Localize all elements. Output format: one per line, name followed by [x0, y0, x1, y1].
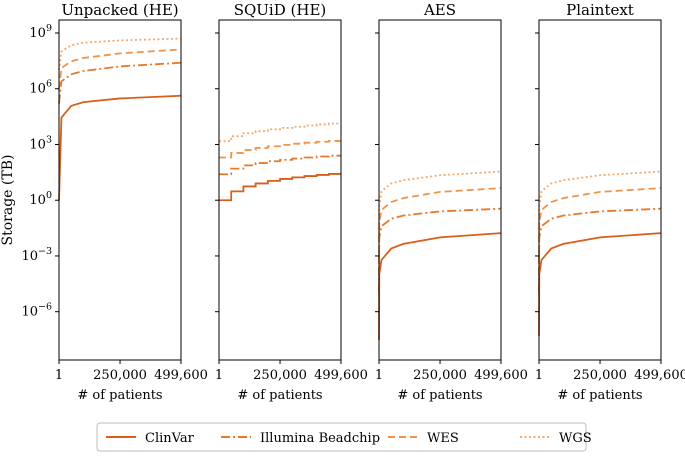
y-tick-label: 106: [29, 79, 52, 97]
series-line-illumina-beadchip: [538, 207, 662, 294]
x-axis-label: # of patients: [237, 388, 322, 403]
panel-frame: [58, 19, 182, 361]
panel-1: Unpacked (HE) 109 106 103 100 10−3 10−6 1 250,00…: [21, 1, 207, 403]
x-tick-label: 1: [215, 368, 223, 383]
series-line-wes: [378, 187, 502, 275]
series-line-illumina-beadchip: [378, 207, 502, 294]
panel-4: Plaintext 1 250,000 499,600 # of patients: [535, 1, 685, 403]
x-axis-label: # of patients: [557, 388, 642, 403]
series-line-clinvar: [58, 94, 182, 201]
series-line-wgs: [538, 170, 662, 256]
series-line-wgs: [58, 37, 182, 71]
series-line-wes: [219, 140, 341, 159]
panel-title: AES: [423, 1, 456, 19]
panel-title: Plaintext: [566, 1, 634, 19]
legend-label: ClinVar: [145, 431, 195, 446]
panel-title: Unpacked (HE): [61, 1, 178, 19]
series-line-illumina-beadchip: [58, 61, 182, 104]
legend-item: Illumina Beadchip: [221, 431, 380, 446]
x-tick-label: 499,600: [474, 368, 528, 383]
x-tick-label: 1: [55, 368, 63, 383]
chart-panels: Unpacked (HE) 109 106 103 100 10−3 10−6 1 250,00…: [21, 1, 685, 403]
legend-item: WGS: [520, 431, 592, 446]
series-line-illumina-beadchip: [219, 154, 341, 176]
series-line-clinvar: [378, 232, 502, 340]
x-tick-label: 499,600: [634, 368, 685, 383]
series-line-clinvar: [538, 232, 662, 336]
y-tick-label: 103: [29, 134, 52, 152]
y-tick-label: 109: [29, 23, 52, 41]
y-tick-label: 10−3: [21, 246, 52, 264]
x-tick-label: 250,000: [93, 368, 147, 383]
x-tick-label: 1: [375, 368, 383, 383]
panel-3: AES 1 250,000 499,600 # of patients: [375, 1, 528, 403]
legend-item: ClinVar: [106, 431, 195, 446]
series-line-wes: [58, 48, 182, 89]
series-line-wes: [538, 187, 662, 275]
legend-item: WES: [388, 431, 459, 446]
legend-label: WGS: [559, 431, 592, 446]
panel-2: SQUiD (HE) 1 250,000 499,600 # of patients: [215, 1, 368, 403]
x-tick-label: 250,000: [413, 368, 467, 383]
legend-label: WES: [427, 431, 459, 446]
panel-frame: [218, 19, 342, 361]
x-tick-label: 1: [535, 368, 543, 383]
y-axis-label: Storage (TB): [0, 155, 16, 246]
x-axis-label: # of patients: [77, 388, 162, 403]
x-tick-label: 250,000: [253, 368, 307, 383]
x-axis-label: # of patients: [397, 388, 482, 403]
x-tick-label: 250,000: [573, 368, 627, 383]
y-tick-label: 100: [29, 190, 52, 208]
legend-label: Illumina Beadchip: [260, 431, 380, 446]
x-tick-label: 499,600: [314, 368, 368, 383]
series-line-clinvar: [219, 173, 341, 202]
y-tick-label: 10−6: [21, 302, 52, 320]
series-line-wgs: [219, 122, 341, 143]
series-line-wgs: [378, 170, 502, 256]
x-tick-label: 499,600: [154, 368, 208, 383]
legend-box: [96, 422, 587, 452]
legend: ClinVar Illumina Beadchip WES WGS: [96, 422, 592, 452]
panel-title: SQUiD (HE): [234, 1, 327, 19]
